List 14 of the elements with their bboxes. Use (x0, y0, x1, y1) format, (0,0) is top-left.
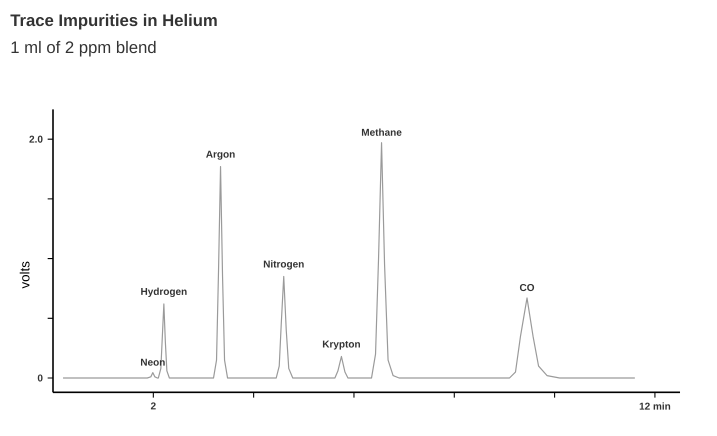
annotation: Methane (362, 128, 402, 136)
y-tick-label: 2.0 (29, 136, 43, 143)
x-tick-label: 12 min (640, 402, 670, 410)
y-tick-label: 0 (38, 374, 43, 382)
annotation: Neon (140, 358, 165, 366)
chart-subtitle: 1 ml of 2 ppm blend (12, 40, 156, 56)
y-axis-title: volts (20, 262, 30, 288)
annotation: Argon (206, 150, 235, 160)
chart-title: Trace Impurities in Helium (10, 14, 217, 30)
annotation: CO (520, 284, 534, 292)
x-tick-label: 2 (150, 402, 156, 410)
annotation: Hydrogen (141, 288, 187, 298)
annotation: Krypton (322, 340, 360, 350)
annotation: Nitrogen (264, 260, 304, 270)
